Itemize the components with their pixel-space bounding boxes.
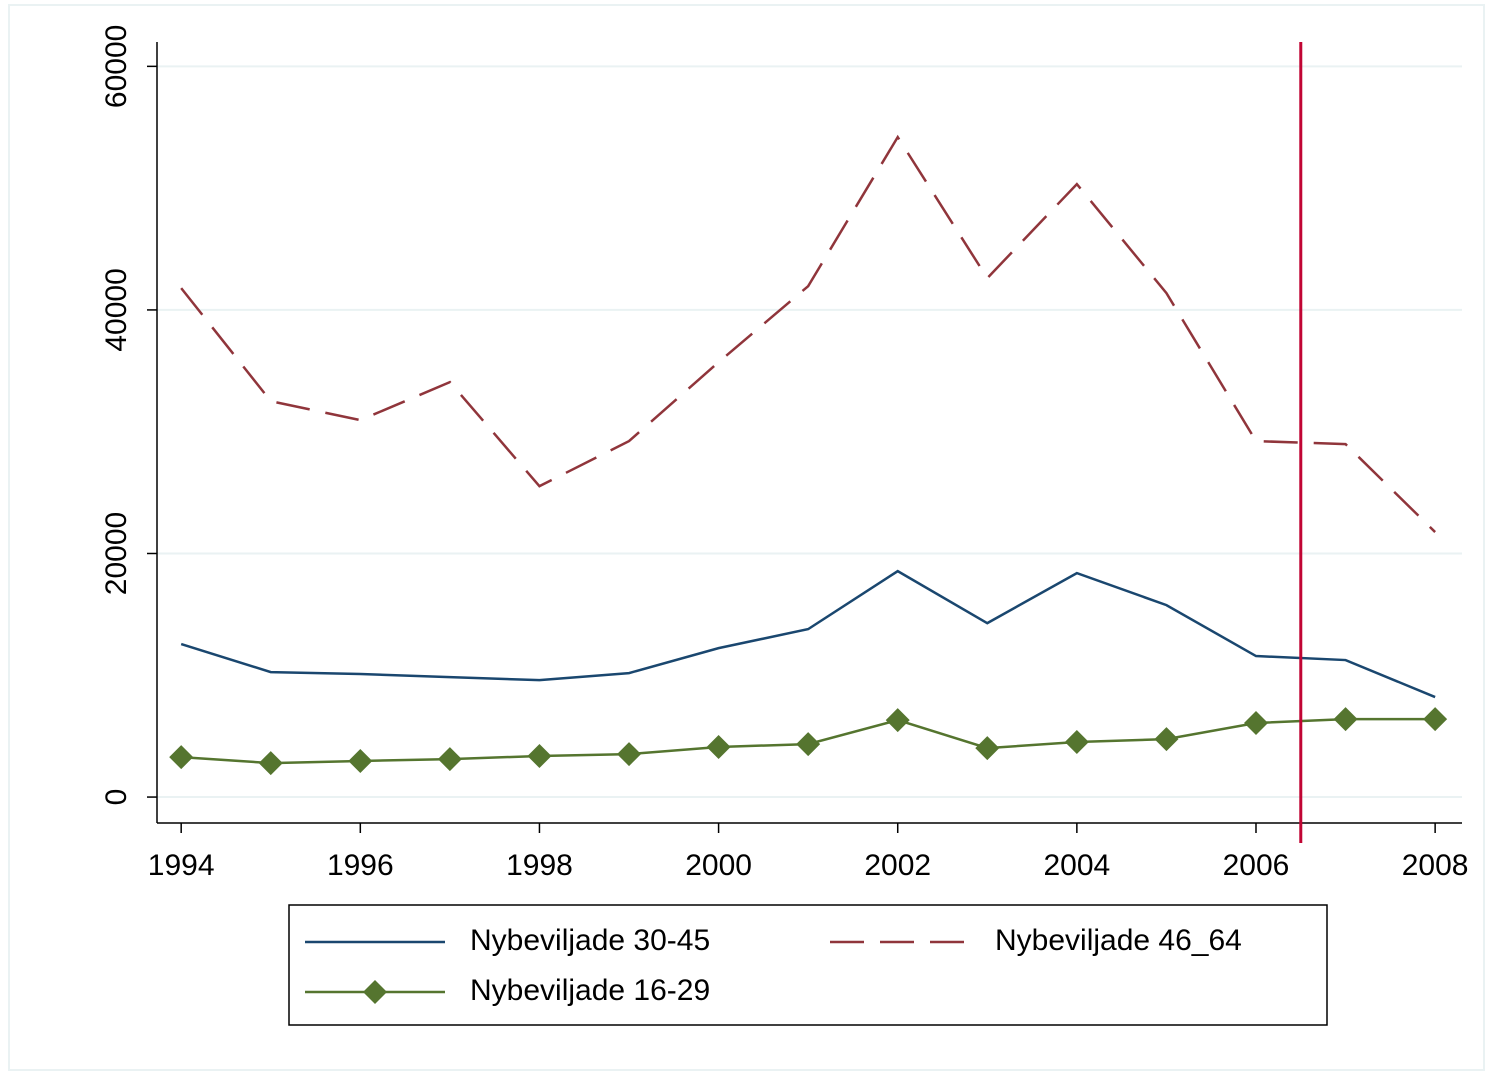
y-tick-label: 20000: [100, 512, 133, 595]
marker: [975, 736, 1000, 761]
marker: [796, 732, 821, 757]
marker: [706, 735, 731, 760]
x-tick-label: 1996: [327, 849, 394, 882]
series-line: [180, 134, 1437, 533]
marker: [617, 742, 642, 767]
legend-marker: [363, 980, 387, 1004]
legend-label: Nybeviljade 16-29: [470, 974, 710, 1007]
series-line: [180, 569, 1436, 699]
marker: [169, 745, 194, 770]
x-tick-label: 1994: [148, 849, 215, 882]
x-tick-label: 2006: [1223, 849, 1290, 882]
x-tick-label: 2008: [1402, 849, 1469, 882]
marker: [527, 744, 552, 769]
marker: [1154, 727, 1179, 752]
x-tick-label: 2004: [1043, 849, 1110, 882]
marker: [885, 708, 910, 733]
legend-label: Nybeviljade 46_64: [995, 924, 1242, 957]
y-tick-label: 40000: [100, 268, 133, 351]
marker: [258, 751, 283, 776]
marker: [348, 749, 373, 774]
legend-box: [288, 904, 1328, 1026]
chart-frame: [8, 4, 1485, 1071]
x-tick-label: 1998: [506, 849, 573, 882]
marker: [1333, 707, 1358, 732]
y-tick-label: 60000: [100, 25, 133, 108]
legend-label: Nybeviljade 30-45: [470, 924, 710, 957]
marker: [1064, 730, 1089, 755]
x-tick-label: 2002: [864, 849, 931, 882]
x-tick-label: 2000: [685, 849, 752, 882]
marker: [437, 747, 462, 772]
marker: [1243, 711, 1268, 736]
y-tick-label: 0: [100, 789, 133, 806]
marker: [1423, 707, 1448, 732]
